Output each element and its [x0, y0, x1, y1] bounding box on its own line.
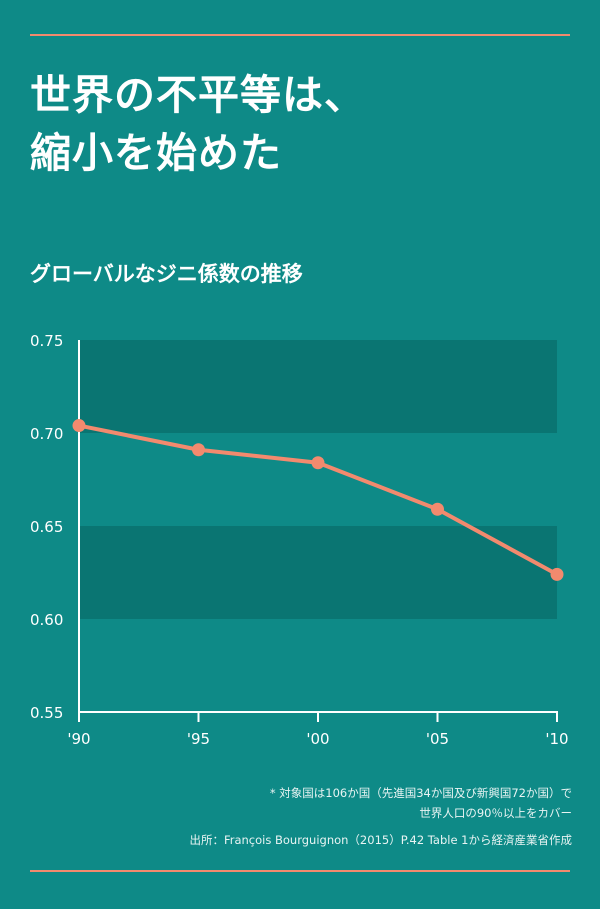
x-tick-label: '00: [306, 730, 329, 748]
data-point: [311, 456, 325, 470]
x-tick-label: '05: [426, 730, 449, 748]
data-point: [72, 419, 86, 433]
data-point: [431, 502, 444, 516]
bottom-divider: [30, 870, 570, 872]
chart-title: グローバルなジニ係数の推移: [30, 262, 303, 286]
footnote: * 対象国は106か国（先進国34か国及び新興国72か国）で 世界人口の90％以…: [270, 783, 572, 823]
y-tick-label: 0.55: [30, 704, 63, 722]
data-point: [550, 567, 564, 581]
top-divider: [30, 34, 570, 36]
y-tick-label: 0.70: [30, 425, 63, 443]
x-tick-label: '95: [187, 730, 210, 748]
x-tick-label: '90: [67, 730, 90, 748]
y-tick-label: 0.65: [30, 518, 63, 536]
shaded-band: [79, 526, 557, 619]
y-tick-label: 0.60: [30, 611, 63, 629]
y-tick-label: 0.75: [30, 332, 63, 350]
gini-line-chart: 0.75 0.70 0.65 0.60 0.55 '90 '95 '00 '05 '10: [30, 332, 569, 748]
source-note: 出所：François Bourguignon（2015）P.42 Table …: [189, 833, 572, 847]
title-line-2: 縮小を始めた: [30, 129, 282, 177]
footnote-line-1: * 対象国は106か国（先進国34か国及び新興国72か国）で: [269, 786, 572, 800]
footnote-line-2: 世界人口の90％以上をカバー: [419, 806, 572, 820]
title-line-1: 世界の不平等は、: [30, 71, 366, 119]
x-tick-label: '10: [545, 730, 568, 748]
page-title: 世界の不平等は、 縮小を始めた: [30, 66, 366, 182]
data-point: [192, 443, 205, 457]
shaded-band: [79, 340, 557, 433]
